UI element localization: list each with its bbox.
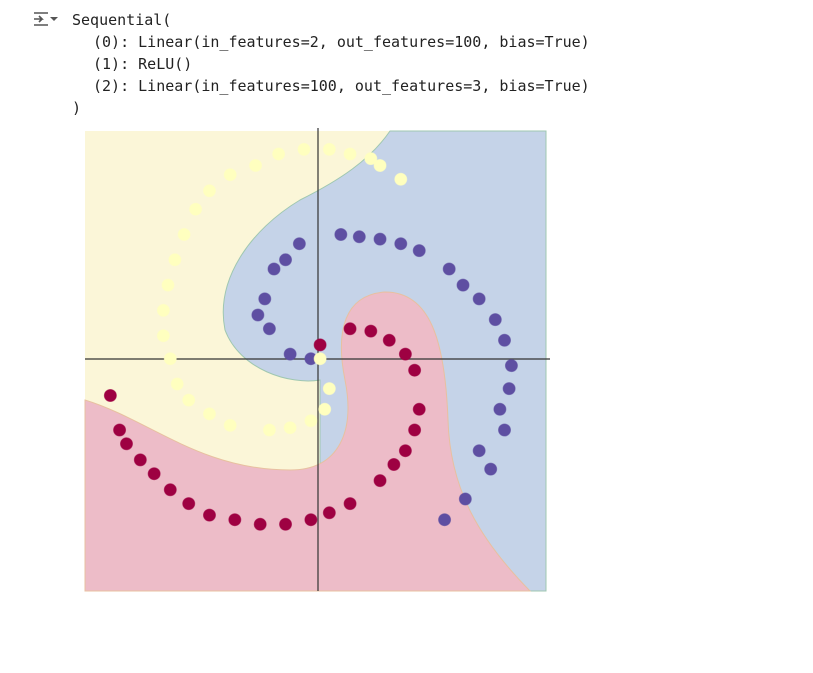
data-point [458, 492, 472, 506]
data-point [408, 423, 422, 437]
data-point [182, 497, 196, 511]
data-point [304, 414, 318, 428]
data-point [283, 421, 297, 435]
data-point [398, 347, 412, 361]
code-line: (2): Linear(in_features=100, out_feature… [93, 77, 590, 95]
data-point [438, 513, 452, 527]
data-point [258, 292, 272, 306]
data-point [251, 308, 265, 322]
data-point [177, 228, 191, 241]
data-point [223, 418, 237, 432]
data-point [262, 322, 276, 336]
data-point [267, 262, 281, 276]
data-point [484, 462, 498, 476]
data-point [223, 168, 237, 182]
data-point [498, 423, 512, 437]
data-point [364, 152, 378, 166]
data-point [364, 324, 378, 338]
code-line: (0): Linear(in_features=2, out_features=… [93, 33, 590, 51]
data-point [272, 147, 286, 161]
data-point [313, 352, 327, 366]
data-point [412, 402, 426, 416]
data-point [279, 253, 293, 267]
data-point [343, 497, 357, 511]
data-point [182, 393, 196, 407]
data-point [292, 237, 306, 251]
data-point [202, 508, 216, 522]
data-point [119, 437, 133, 451]
output-toggle-icon[interactable] [28, 8, 88, 48]
data-point [373, 232, 387, 246]
data-point [493, 402, 507, 416]
data-point [456, 278, 470, 292]
data-point [249, 159, 263, 172]
data-point [322, 506, 336, 520]
data-point [373, 159, 387, 172]
data-point [156, 329, 170, 343]
data-point [170, 377, 184, 391]
data-point [163, 352, 177, 366]
code-line: (1): ReLU() [93, 55, 193, 73]
code-line: Sequential( [72, 11, 172, 29]
data-point [472, 444, 486, 458]
data-point [147, 467, 161, 481]
data-point [113, 423, 127, 437]
data-point [262, 423, 276, 437]
data-point [202, 407, 216, 421]
data-point [228, 513, 242, 527]
data-point [412, 244, 426, 258]
data-point [334, 228, 348, 241]
data-point [322, 142, 336, 156]
data-point [133, 453, 147, 467]
data-point [408, 363, 422, 377]
data-point [502, 382, 516, 396]
data-point [373, 474, 387, 488]
data-point [343, 322, 357, 336]
code-line: ) [72, 99, 82, 117]
data-point [163, 483, 177, 497]
data-point [202, 184, 216, 198]
data-point [253, 517, 267, 531]
data-point [398, 444, 412, 458]
data-point [322, 382, 336, 396]
data-point [103, 389, 117, 402]
data-point [352, 230, 366, 244]
data-point [394, 237, 408, 251]
data-point [189, 202, 203, 216]
data-point [472, 292, 486, 306]
data-point [304, 513, 318, 527]
data-point [382, 333, 396, 347]
data-point [279, 517, 293, 531]
data-point [343, 147, 357, 161]
data-point [394, 172, 408, 186]
data-point [168, 253, 182, 267]
data-point [498, 333, 512, 347]
data-point [488, 313, 502, 327]
data-point [313, 338, 327, 352]
data-point [387, 458, 401, 471]
data-point [283, 347, 297, 361]
data-point [297, 142, 311, 156]
data-point [504, 359, 518, 373]
data-point [442, 262, 456, 276]
data-point [156, 303, 170, 317]
data-point [161, 278, 175, 292]
data-point [318, 402, 332, 416]
